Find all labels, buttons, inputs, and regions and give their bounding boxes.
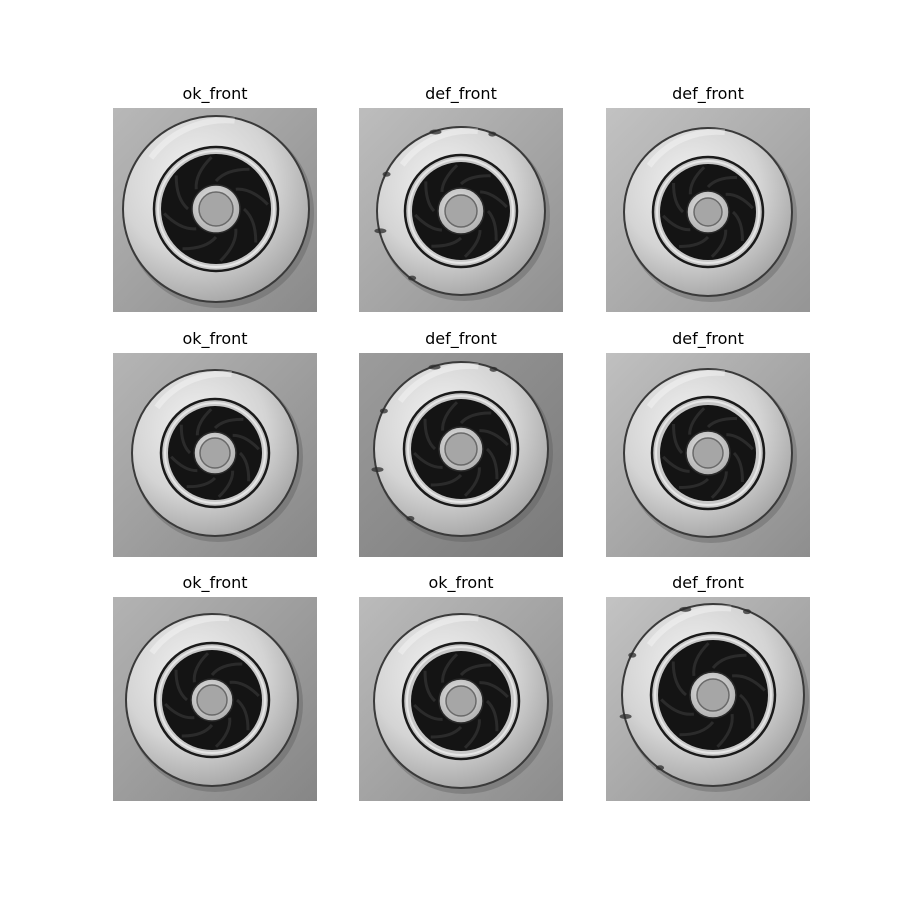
grid-cell: def_front bbox=[359, 80, 563, 312]
defect-mark bbox=[488, 131, 497, 137]
defect-mark bbox=[379, 408, 388, 414]
grid-cell: def_front bbox=[606, 325, 810, 557]
grid-cell: ok_front bbox=[113, 569, 317, 801]
defect-mark bbox=[382, 171, 391, 177]
grid-cell: ok_front bbox=[359, 569, 563, 801]
impeller-photo bbox=[113, 353, 317, 557]
defect-mark bbox=[628, 652, 637, 658]
defect-mark bbox=[428, 364, 441, 370]
grid-cell: def_front bbox=[606, 80, 810, 312]
defect-mark bbox=[429, 129, 442, 135]
impeller-graphic bbox=[113, 108, 317, 312]
impeller-graphic bbox=[359, 108, 563, 312]
grid-cell: def_front bbox=[606, 569, 810, 801]
impeller-photo bbox=[113, 597, 317, 801]
impeller-graphic bbox=[359, 353, 563, 557]
impeller-photo bbox=[606, 108, 810, 312]
impeller-photo bbox=[359, 108, 563, 312]
impeller-photo bbox=[606, 353, 810, 557]
image-title: ok_front bbox=[182, 84, 248, 103]
defect-mark bbox=[374, 228, 387, 234]
defect-mark bbox=[743, 609, 752, 615]
impeller-graphic bbox=[359, 597, 563, 801]
grid-cell: ok_front bbox=[113, 80, 317, 312]
image-title: def_front bbox=[425, 84, 497, 103]
defect-mark bbox=[619, 714, 632, 720]
image-title: def_front bbox=[672, 573, 744, 592]
impeller-photo bbox=[359, 353, 563, 557]
impeller-graphic bbox=[113, 353, 317, 557]
grid-cell: ok_front bbox=[113, 325, 317, 557]
impeller-graphic bbox=[606, 108, 810, 312]
image-title: def_front bbox=[672, 329, 744, 348]
image-title: def_front bbox=[425, 329, 497, 348]
defect-mark bbox=[371, 467, 384, 473]
grid-cell: def_front bbox=[359, 325, 563, 557]
image-title: ok_front bbox=[428, 573, 494, 592]
defect-mark bbox=[489, 366, 498, 372]
impeller-photo bbox=[359, 597, 563, 801]
defect-mark bbox=[406, 516, 415, 522]
defect-mark bbox=[656, 765, 665, 771]
defect-mark bbox=[679, 606, 692, 612]
impeller-photo bbox=[606, 597, 810, 801]
impeller-graphic bbox=[606, 353, 810, 557]
impeller-graphic bbox=[113, 597, 317, 801]
defect-mark bbox=[408, 275, 417, 281]
image-title: ok_front bbox=[182, 573, 248, 592]
image-title: def_front bbox=[672, 84, 744, 103]
impeller-graphic bbox=[606, 597, 810, 801]
impeller-photo bbox=[113, 108, 317, 312]
image-title: ok_front bbox=[182, 329, 248, 348]
